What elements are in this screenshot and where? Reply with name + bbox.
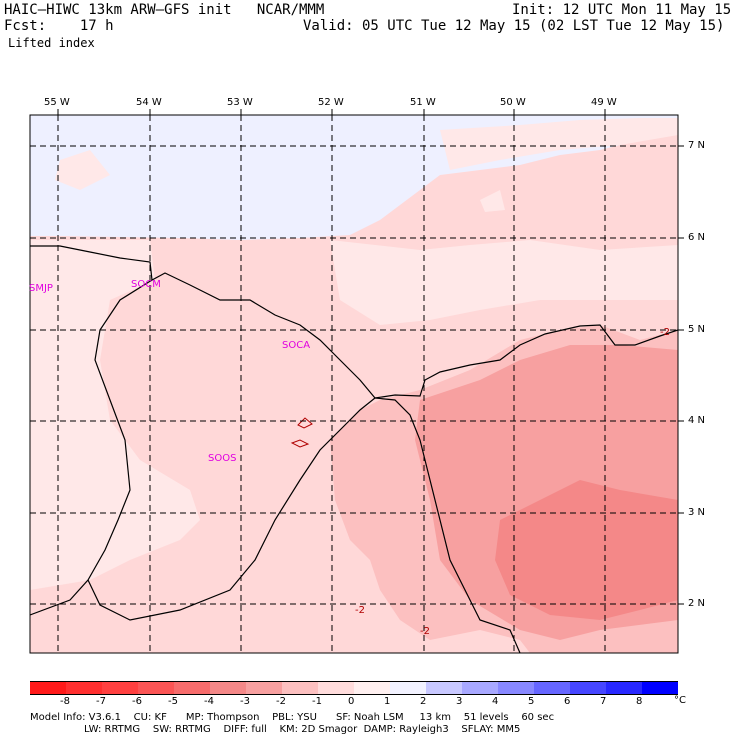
colorbar-cell [246,681,282,695]
lat-label: 7 N [688,140,706,151]
colorbar-tick: -2 [276,696,286,707]
lat-label: 4 N [688,415,706,426]
colorbar-tick: -8 [60,696,70,707]
colorbar-tick: 8 [636,696,643,707]
colorbar-tick: 1 [384,696,391,707]
lat-label: 2 N [688,598,706,609]
field-region-m5-m4 [495,480,678,620]
colorbar-cell [30,681,66,695]
colorbar-cell [282,681,318,695]
lon-label: 52 W [318,97,344,108]
lon-label: 50 W [500,97,526,108]
lon-label: 55 W [44,97,70,108]
lon-label: 51 W [410,97,436,108]
colorbar-cell [570,681,606,695]
colorbar-cell [102,681,138,695]
lat-label: 3 N [688,507,706,518]
border-guyana-suriname [30,279,153,616]
colorbar-tick: 0 [348,696,355,707]
contour-label: -2 [355,605,365,616]
colorbar-tick: -5 [168,696,178,707]
field-name: Lifted index [8,36,95,50]
colorbar-cell [174,681,210,695]
station-label: SOCM [131,279,161,290]
colorbar-cell [534,681,570,695]
colorbar-tick: -1 [312,696,322,707]
colorbar-tick: -7 [96,696,106,707]
colorbar-tick: 3 [456,696,463,707]
border-suriname-fguiana [87,397,376,621]
colorbar-tick: -3 [240,696,250,707]
colorbar-cell [318,681,354,695]
map-frame [29,114,679,654]
lat-label: 5 N [688,324,706,335]
forecast-hour: Fcst: 17 h [4,18,114,34]
graticule [30,115,678,653]
colorbar-tick: -4 [204,696,214,707]
colorbar-cell [498,681,534,695]
colorbar-cell [138,681,174,695]
colorbar-cell [462,681,498,695]
lon-label: 54 W [136,97,162,108]
colorbar-cell [210,681,246,695]
contour-label: -2 [420,626,430,637]
border-fguiana-brazil [374,397,521,653]
colorbar-tick: 5 [528,696,535,707]
station-label: SOCA [282,340,311,351]
colorbar-cell [354,681,390,695]
colorbar-cell [606,681,642,695]
lon-label: 53 W [227,97,253,108]
model-info-line1: Model Info: V3.6.1 CU: KF MP: Thompson P… [30,712,555,723]
colorbar-tick: 4 [492,696,499,707]
lat-label: 6 N [688,232,706,243]
model-info-line2: LW: RRTMG SW: RRTMG DIFF: full KM: 2D Sm… [84,724,521,735]
colorbar-cell [390,681,426,695]
valid-time: Valid: 05 UTC Tue 12 May 15 (02 LST Tue … [303,18,725,34]
colorbar-cell [642,681,678,695]
coastline [30,245,678,399]
plot-title: HAIC–HIWC 13km ARW–GFS init NCAR/MMM [4,2,325,18]
field-region-m1-0 [30,240,200,590]
contour-label: -2 [660,327,670,338]
colorbar-cell [66,681,102,695]
colorbar-tick: -6 [132,696,142,707]
init-time: Init: 12 UTC Mon 11 May 15 [512,2,732,18]
colorbar-tick: 2 [420,696,427,707]
station-label: SMJP [29,283,53,294]
colorbar-unit: °C [674,695,686,706]
station-label: SOOS [208,453,237,464]
colorbar-tick: 7 [600,696,607,707]
lon-label: 49 W [591,97,617,108]
colorbar-cell [426,681,462,695]
colorbar-tick: 6 [564,696,571,707]
